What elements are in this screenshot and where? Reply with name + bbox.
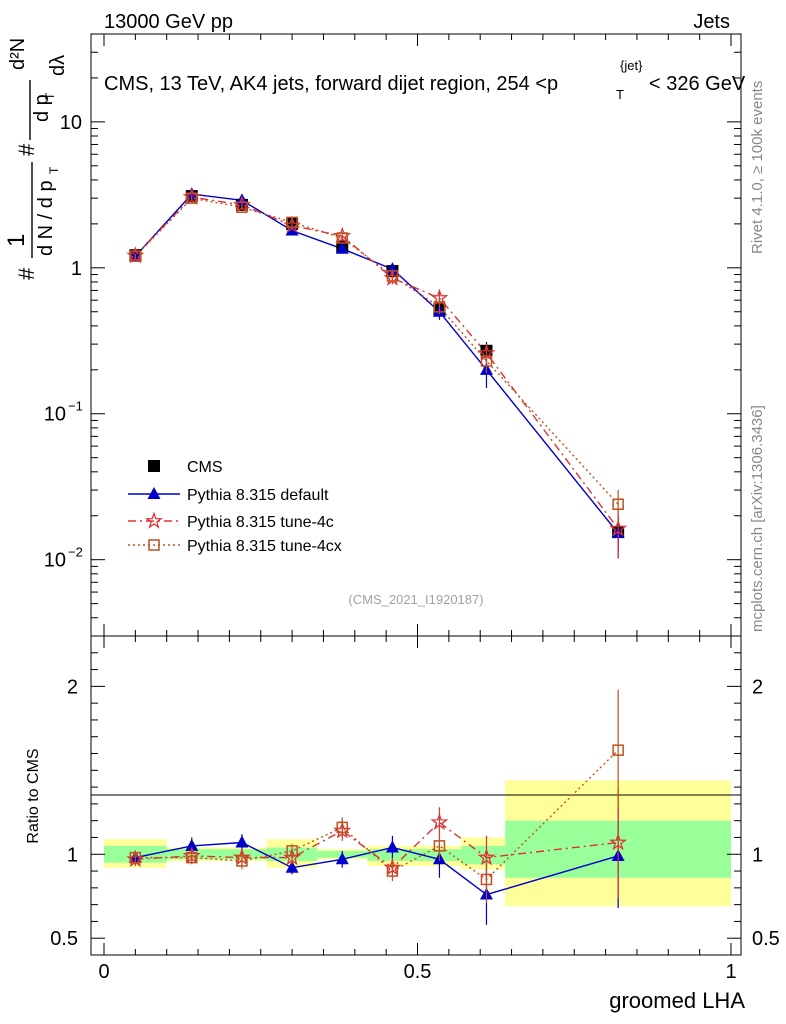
y-tick-label: 10 (44, 550, 66, 572)
ratio-point-default (335, 852, 349, 865)
y-tick-label: 1 (71, 258, 82, 280)
point-tune4cx (433, 301, 446, 313)
series-markers (126, 187, 628, 925)
point-tune4cx (612, 498, 624, 510)
title-main: CMS, 13 TeV, AK4 jets, forward dijet reg… (104, 73, 558, 95)
point-tune4cx (129, 250, 142, 263)
ylabel-d2N: d²N (7, 38, 29, 70)
ratio-point-tune4cx (186, 851, 198, 864)
legend-marker-cms (148, 460, 160, 472)
y-axis-label-ratio: Ratio to CMS (25, 748, 42, 843)
legend-marker-default (147, 487, 161, 499)
ratio-line-tune4cx (135, 749, 619, 881)
ratio-point-default (235, 835, 249, 848)
ratio-y-tick-label-right: 2 (752, 676, 763, 698)
ratio-point-tune4cx (386, 865, 399, 877)
analysis-id: (CMS_2021_I1920187) (348, 592, 483, 607)
legend-marker-tune4cx (148, 539, 160, 551)
ylabel-hash2: # (14, 143, 39, 156)
series-line-default (134, 193, 619, 534)
ylabel-one: 1 (3, 234, 30, 247)
y-tick-label: 10 (60, 112, 82, 134)
ratio-point-tune4cx (612, 744, 624, 756)
title-superscript: {jet} (620, 58, 643, 73)
ylabel-dN-sub: T (47, 166, 61, 174)
ratio-y-tick-label: 1 (67, 844, 78, 866)
ratio-point-tune4c (430, 812, 449, 830)
legend-label-tune4c: Pythia 8.315 tune-4c (187, 514, 334, 531)
point-default (285, 223, 299, 236)
x-tick-label: 0 (98, 961, 109, 983)
ratio-band-green-1 (166, 849, 268, 860)
ratio-line-tune4c (135, 821, 619, 869)
ylabel-dp-sub: T (43, 92, 57, 100)
legend-label-tune4cx: Pythia 8.315 tune-4cx (187, 538, 342, 555)
x-axis-label: groomed LHA (609, 988, 745, 1013)
title-tail: < 326 GeV (649, 73, 746, 95)
ratio-y-tick-label: 2 (67, 676, 78, 698)
legend: CMS Pythia 8.315 default Pythia 8.315 tune… (128, 459, 342, 555)
ylabel-hash1: # (14, 267, 39, 280)
ratio-point-tune4cx (433, 840, 446, 852)
ratio-y-tick-label: 0.5 (50, 928, 78, 950)
point-tune4c (609, 519, 628, 537)
ratio-point-tune4cx (480, 873, 493, 886)
legend-label-cms: CMS (187, 459, 223, 476)
side-text-rivet: Rivet 4.1.0, ≥ 100k events (749, 81, 766, 254)
y-tick-exponent: −1 (68, 399, 83, 414)
ylabel-dl: dλ (47, 55, 69, 76)
x-tick-label: 1 (725, 961, 736, 983)
point-tune4cx (480, 355, 493, 367)
title-subscript: T (616, 87, 624, 102)
ratio-y-tick-label-right: 1 (752, 844, 763, 866)
legend-marker-tune4c (145, 511, 163, 529)
ratio-point-tune4cx (336, 821, 349, 834)
point-tune4cx (336, 232, 349, 244)
legend-label-default: Pythia 8.315 default (187, 487, 329, 504)
ratio-point-tune4c (609, 832, 628, 851)
ratio-point-tune4cx (286, 845, 298, 857)
y-axis-label-main: # 1 d N / d p T # d p T d²N dλ (3, 38, 69, 280)
ylabel-dp: d p (31, 94, 53, 122)
series-line-tune4c (134, 196, 619, 530)
side-text-mcplots: mcplots.cern.ch [arXiv:1306.3436] (749, 405, 766, 632)
point-tune4cx (286, 216, 298, 229)
point-tune4cx (186, 192, 198, 204)
ratio-point-tune4cx (236, 855, 248, 867)
y-tick-exponent: −2 (68, 545, 83, 560)
ratio-point-default (185, 838, 199, 851)
header-right: Jets (693, 11, 730, 33)
point-default (335, 241, 349, 254)
ratio-band-green-4 (367, 849, 462, 861)
ratio-point-default (285, 860, 299, 873)
point-tune4cx (236, 201, 248, 213)
ratio-point-default (385, 840, 399, 853)
plot-title: CMS, 13 TeV, AK4 jets, forward dijet reg… (104, 73, 558, 95)
x-tick-label: 0.5 (404, 961, 432, 983)
point-tune4cx (386, 270, 399, 282)
ylabel-dN: d N / d p (35, 180, 57, 256)
ratio-y-tick-label-right: 0.5 (752, 928, 780, 950)
header-left: 13000 GeV pp (104, 11, 233, 33)
ratio-point-tune4cx (129, 851, 142, 864)
y-tick-label: 10 (44, 404, 66, 426)
